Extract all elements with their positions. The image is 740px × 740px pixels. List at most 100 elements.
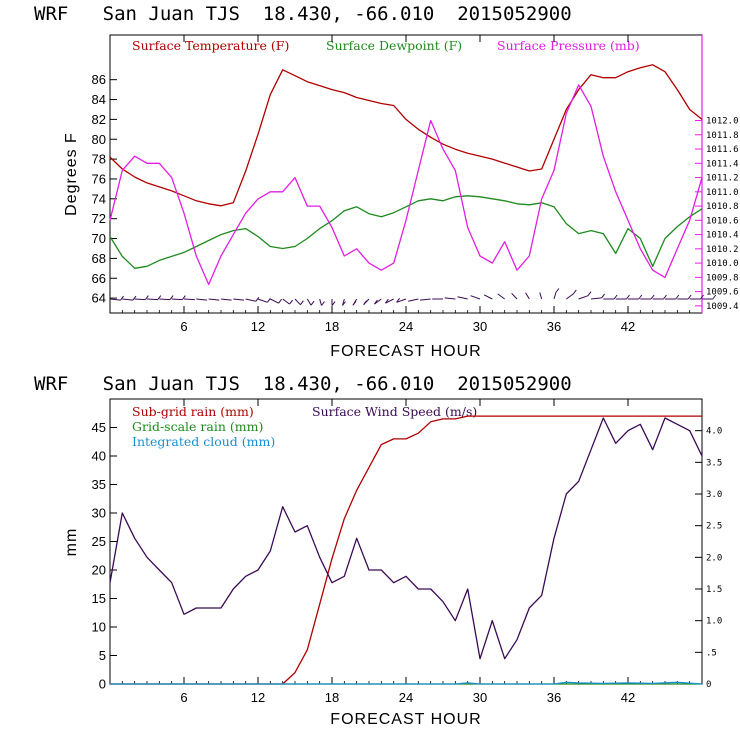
y2-tick-label: 1011.4: [706, 159, 739, 169]
wind-barb: [196, 298, 208, 301]
y2-tick-label: 2.0: [706, 553, 722, 563]
wind-barb-flag: [700, 294, 704, 300]
legend-temperature: Surface Temperature (F): [132, 38, 289, 53]
y-tick-label: 40: [92, 449, 106, 464]
y2-tick-label: 2.5: [706, 522, 722, 532]
wind-barb: [525, 292, 530, 300]
wind-barb: [109, 298, 121, 301]
integrated-cloud-line: [110, 681, 703, 685]
x-tick-label: 30: [473, 319, 487, 334]
y-tick-label: 82: [92, 112, 106, 127]
wind-barb: [566, 293, 574, 300]
x-tick-label: 6: [180, 690, 187, 705]
x-tick-label: 12: [251, 319, 265, 334]
wind-barb: [578, 295, 589, 300]
x-tick-label: 36: [547, 319, 561, 334]
legend-pressure: Surface Pressure (mb): [497, 38, 640, 53]
wind-barb: [306, 298, 312, 306]
wind-barb: [497, 293, 505, 300]
y-tick-label: 80: [92, 132, 106, 147]
x-tick-label: 12: [251, 690, 265, 705]
x-tick-label: 6: [180, 319, 187, 334]
bottom-y-axis: 0 5 10 15 20 25 30 35 40 45: [92, 420, 117, 692]
y2-tick-label: 1010.6: [706, 216, 739, 226]
y-tick-label: 20: [92, 563, 106, 578]
x-tick-label: 30: [473, 690, 487, 705]
y2-tick-label: 1011.2: [706, 174, 739, 184]
wind-barb: [208, 298, 220, 301]
y-tick-label: 35: [92, 477, 106, 492]
top-x-axis: 6 12 18 24 30 36 42: [121, 35, 691, 334]
wind-barb: [233, 298, 245, 301]
wind-barb-flag: [266, 297, 271, 303]
wind-barb: [294, 298, 301, 306]
y-tick-label: 15: [92, 591, 106, 606]
wind-barb-flag: [321, 301, 325, 306]
y-tick-label: 5: [99, 648, 106, 663]
y2-tick-label: 3.0: [706, 490, 722, 500]
y-tick-label: 10: [92, 620, 106, 635]
wind-barb-flag: [120, 295, 124, 301]
y2-tick-label: .5: [706, 648, 717, 658]
x-tick-label: 18: [325, 319, 339, 334]
x-tick-label: 18: [325, 690, 339, 705]
wind-barb-row: [109, 288, 717, 306]
wind-barb: [146, 298, 158, 301]
wind-barb-flag: [555, 288, 560, 293]
wind-barb-flag: [663, 294, 667, 300]
wind-barb: [444, 297, 456, 300]
legend-subgrid-rain: Sub-grid rain (mm): [132, 404, 254, 419]
y-tick-label: 84: [92, 92, 106, 107]
wind-barb: [220, 298, 232, 301]
y2-tick-label: 1012.0: [706, 117, 739, 127]
y2-tick-label: 1010.2: [706, 245, 739, 255]
wind-barb-flag: [626, 294, 630, 300]
wind-barb: [385, 298, 394, 304]
y2-tick-label: 1.5: [706, 585, 722, 595]
wind-barb-flag: [384, 298, 389, 304]
top-x-axis-label: FORECAST HOUR: [330, 343, 481, 360]
wind-barb: [245, 298, 256, 302]
wind-barb-flag: [687, 294, 692, 300]
top-chart-title: WRF San Juan TJS 18.430, -66.010 2015052…: [34, 3, 572, 25]
y2-tick-label: 1010.0: [706, 259, 739, 269]
y2-tick-label: 0: [706, 680, 711, 690]
wind-barb-flag: [396, 297, 401, 303]
y-tick-label: 86: [92, 72, 106, 87]
wind-barb: [553, 292, 557, 300]
wind-barb-flag: [132, 295, 137, 301]
y-tick-label: 78: [92, 152, 106, 167]
wind-barb-flag: [331, 301, 336, 306]
y2-tick-label: 1009.6: [706, 288, 739, 298]
wind-barb: [419, 298, 431, 301]
y2-tick-label: 1010.8: [706, 202, 739, 212]
temperature-line: [109, 64, 703, 207]
wind-barb-flag: [572, 289, 577, 295]
y2-tick-label: 1009.8: [706, 273, 739, 283]
wind-barb: [457, 296, 468, 300]
wind-barb: [122, 298, 134, 301]
bottom-chart-title: WRF San Juan TJS 18.430, -66.010 2015052…: [34, 373, 572, 395]
wind-barb: [270, 298, 279, 304]
wind-barb: [408, 298, 419, 302]
wind-barb-flag: [601, 293, 605, 299]
wind-barb: [282, 298, 290, 305]
y-tick-label: 68: [92, 251, 106, 266]
y-tick-label: 72: [92, 211, 106, 226]
wind-barb-flag: [181, 295, 186, 300]
y-tick-label: 66: [92, 271, 106, 286]
wind-barb: [159, 298, 171, 301]
legend-wind-speed: Surface Wind Speed (m/s): [312, 404, 477, 419]
y2-tick-label: 1.0: [706, 617, 722, 627]
y2-tick-label: 1010.4: [706, 231, 739, 241]
dewpoint-line: [109, 195, 703, 269]
wind-barb-flag: [144, 295, 149, 300]
wind-barb: [134, 298, 146, 301]
wind-barb: [183, 298, 195, 301]
y2-tick-label: 3.5: [706, 458, 722, 468]
wind-barb-flag: [299, 300, 304, 306]
pressure-line: [109, 84, 703, 286]
wind-barb-flag: [289, 299, 294, 305]
x-tick-label: 36: [547, 690, 561, 705]
y2-tick-label: 1011.8: [706, 131, 739, 141]
